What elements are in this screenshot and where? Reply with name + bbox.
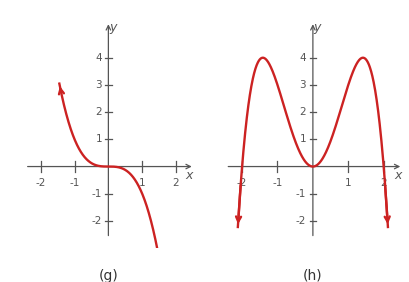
Text: 1: 1 xyxy=(300,134,306,144)
Text: (h): (h) xyxy=(303,269,323,282)
Text: 2: 2 xyxy=(380,178,387,188)
Text: 3: 3 xyxy=(95,80,102,90)
Text: -1: -1 xyxy=(92,189,102,199)
Text: -2: -2 xyxy=(296,216,306,226)
Text: 1: 1 xyxy=(139,178,146,188)
Text: 1: 1 xyxy=(95,134,102,144)
Text: 1: 1 xyxy=(345,178,352,188)
Text: 2: 2 xyxy=(173,178,179,188)
Text: -1: -1 xyxy=(296,189,306,199)
Text: y: y xyxy=(314,21,321,34)
Text: 2: 2 xyxy=(300,107,306,117)
Text: x: x xyxy=(394,169,401,182)
Text: 3: 3 xyxy=(300,80,306,90)
Text: -2: -2 xyxy=(237,178,247,188)
Text: (g): (g) xyxy=(99,269,118,282)
Text: y: y xyxy=(109,21,117,34)
Text: 4: 4 xyxy=(95,53,102,63)
Text: -2: -2 xyxy=(36,178,46,188)
Text: 2: 2 xyxy=(95,107,102,117)
Text: 4: 4 xyxy=(300,53,306,63)
Text: x: x xyxy=(186,169,193,182)
Text: -2: -2 xyxy=(92,216,102,226)
Text: -1: -1 xyxy=(70,178,80,188)
Text: -1: -1 xyxy=(272,178,283,188)
